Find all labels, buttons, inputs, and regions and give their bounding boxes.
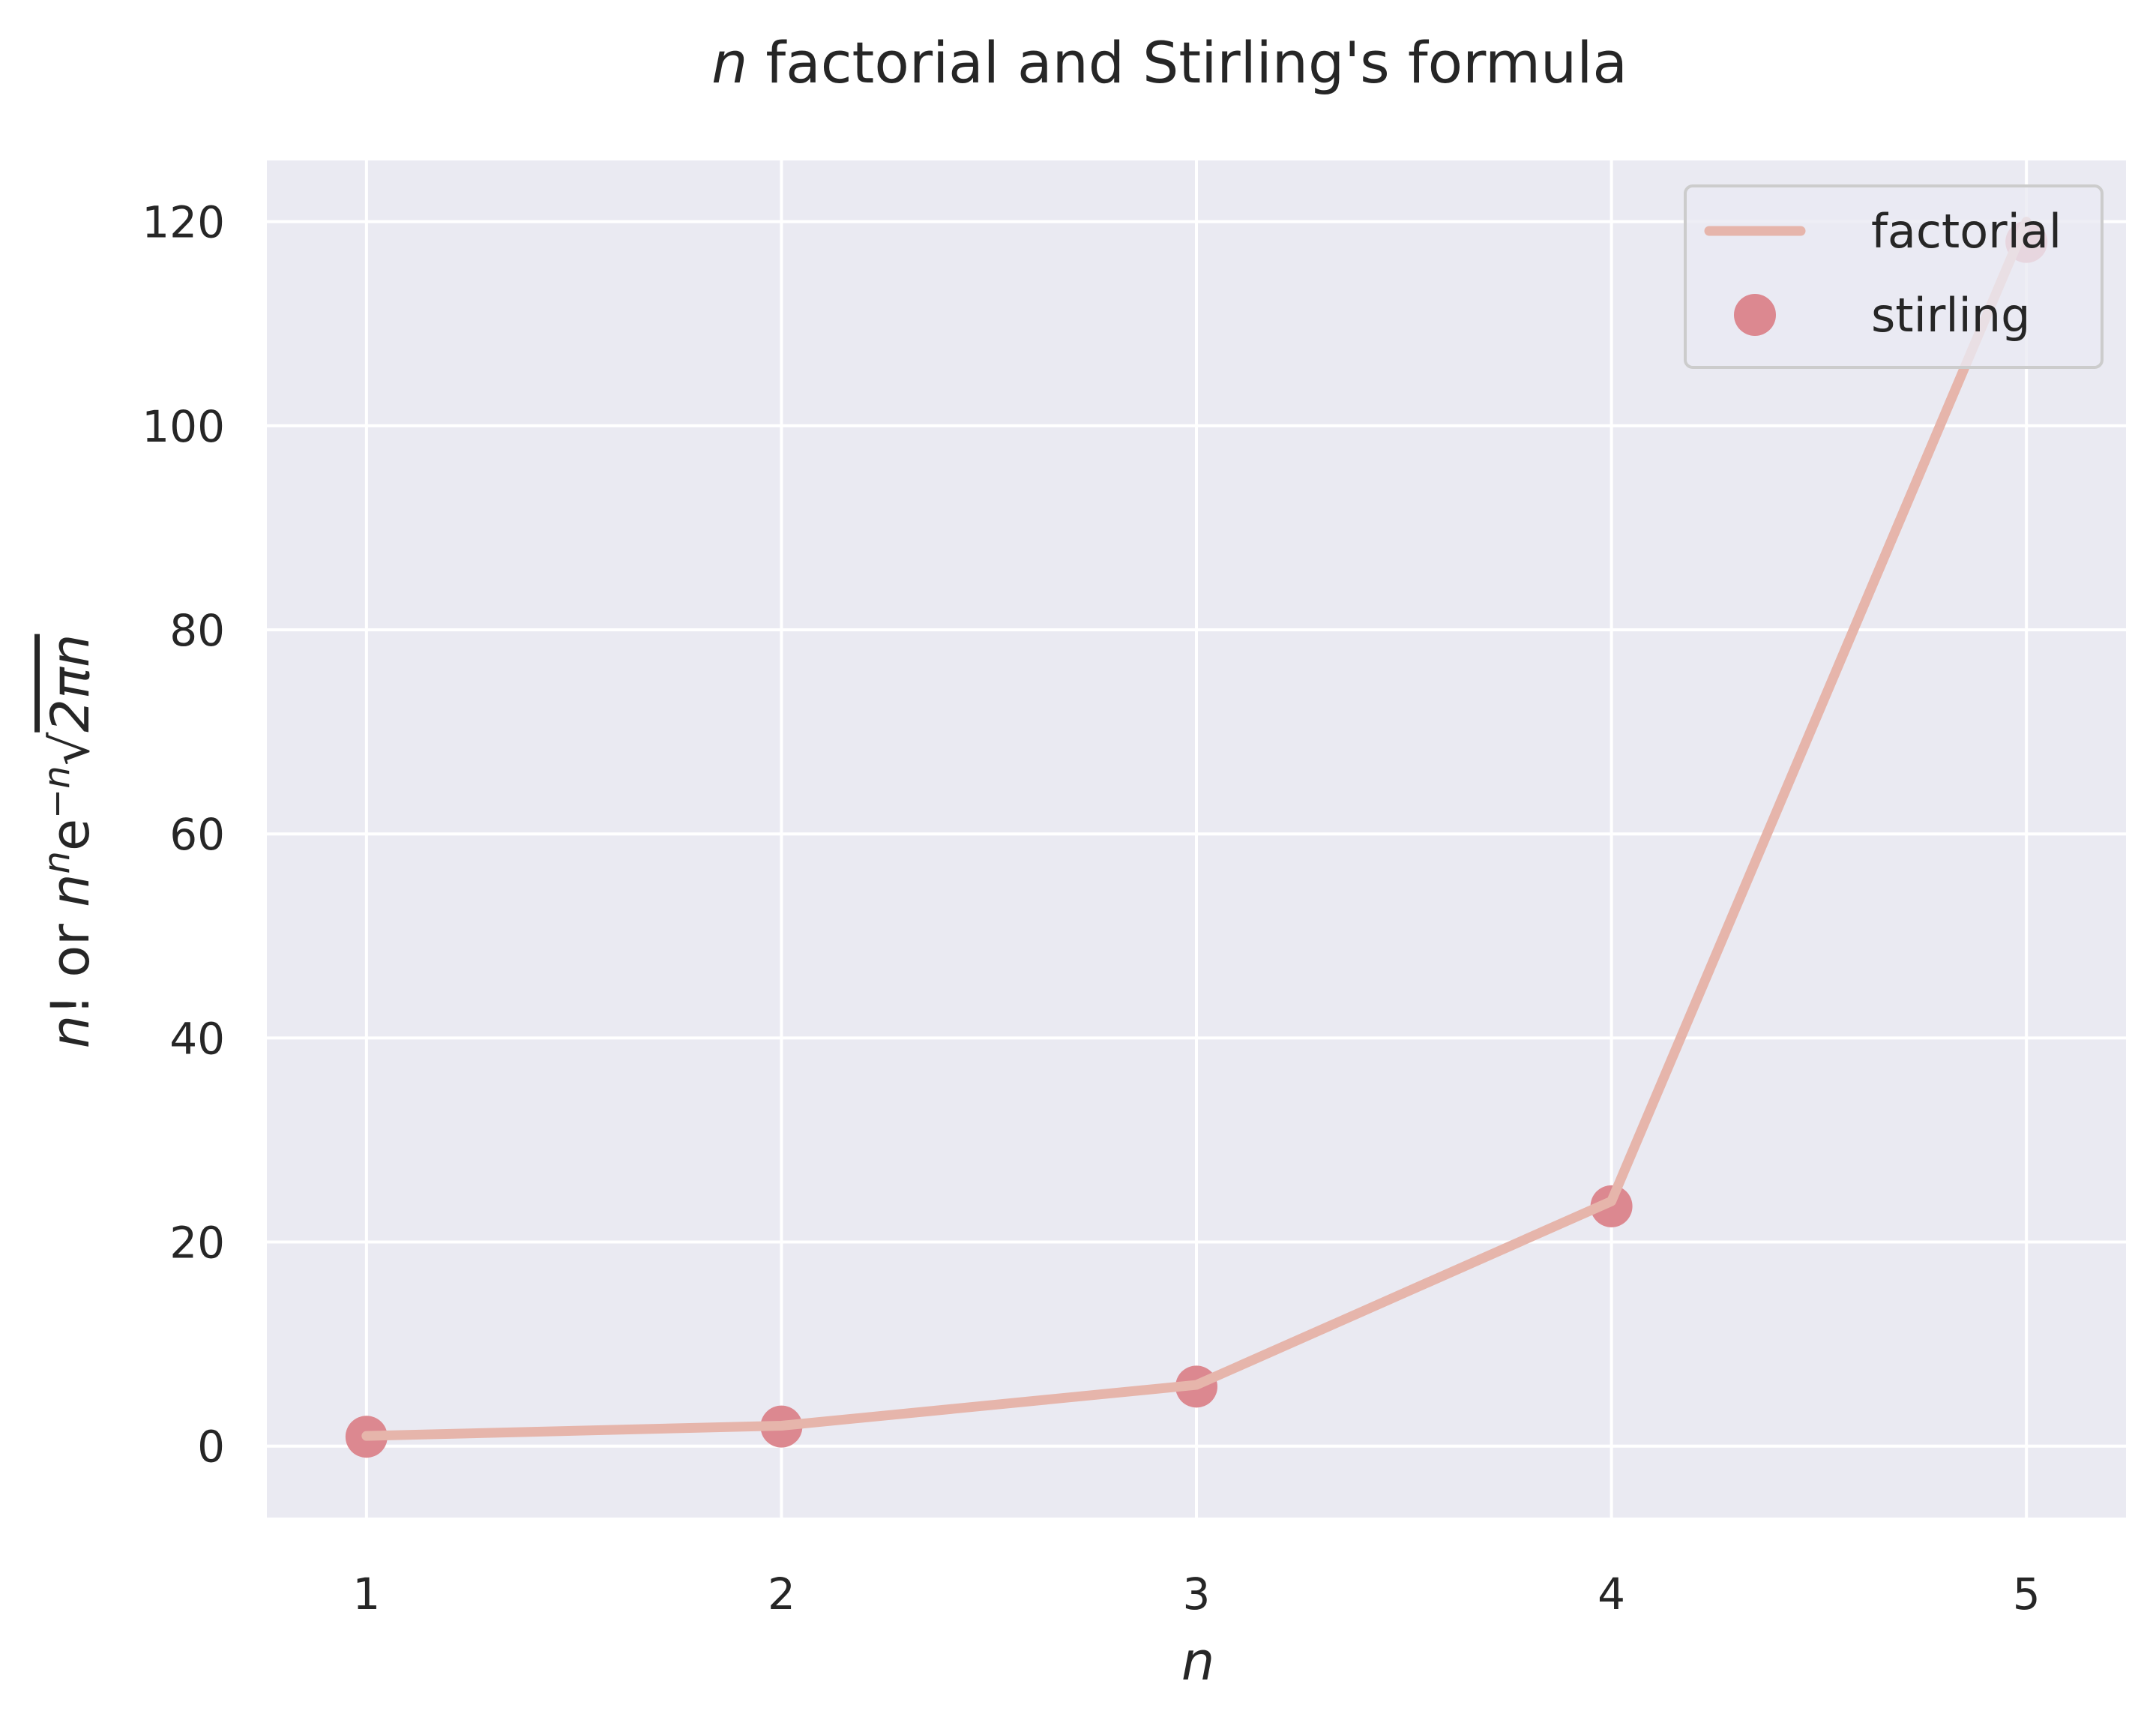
x-tick-label: 2 [768,1569,795,1620]
chart-title: n factorial and Stirling's formula [711,29,1627,96]
factorial-line [361,217,2032,1441]
y-label-n2: n [40,873,101,906]
y-tick-label: 40 [169,1013,225,1064]
y-tick-label: 100 [142,401,225,452]
y-tick-label: 60 [169,809,225,860]
legend-stirling-label: stirling [1871,288,2030,343]
x-tick-label: 1 [352,1569,380,1620]
y-label-n: n [40,1015,101,1048]
y-label-sqrt: √ [40,732,101,766]
legend-stirling-swatch [1734,294,1776,336]
y-label-sup-minus-n: −n [36,766,78,819]
y-tick-label: 120 [142,197,225,248]
y-label-sup-n: n [36,851,78,873]
y-axis-label: n! or nne−n√2πn [36,634,101,1049]
y-label-or: ! or [40,907,101,1015]
x-tick-label: 3 [1183,1569,1211,1620]
y-tick-label: 0 [197,1422,225,1473]
y-label-radicand: 2πn [40,634,101,733]
y-tick-labels: 0 20 40 60 80 100 120 [142,197,225,1473]
legend: factorial stirling [1684,184,2104,369]
x-tick-label: 4 [1598,1569,1625,1620]
x-axis-label: n [1181,1631,1214,1692]
chart-title-variable: n [711,29,747,96]
chart-title-text: factorial and Stirling's formula [747,29,1627,96]
x-tick-labels: 1 2 3 4 5 [352,1569,2040,1620]
y-tick-label: 20 [169,1218,225,1269]
y-label-e: e [40,819,101,851]
svg-text:n! or nne−n√2πn: n! or nne−n√2πn [36,634,101,1049]
x-tick-label: 5 [2013,1569,2041,1620]
grid [267,160,2126,1518]
y-tick-label: 80 [169,605,225,656]
legend-factorial-label: factorial [1871,204,2062,259]
